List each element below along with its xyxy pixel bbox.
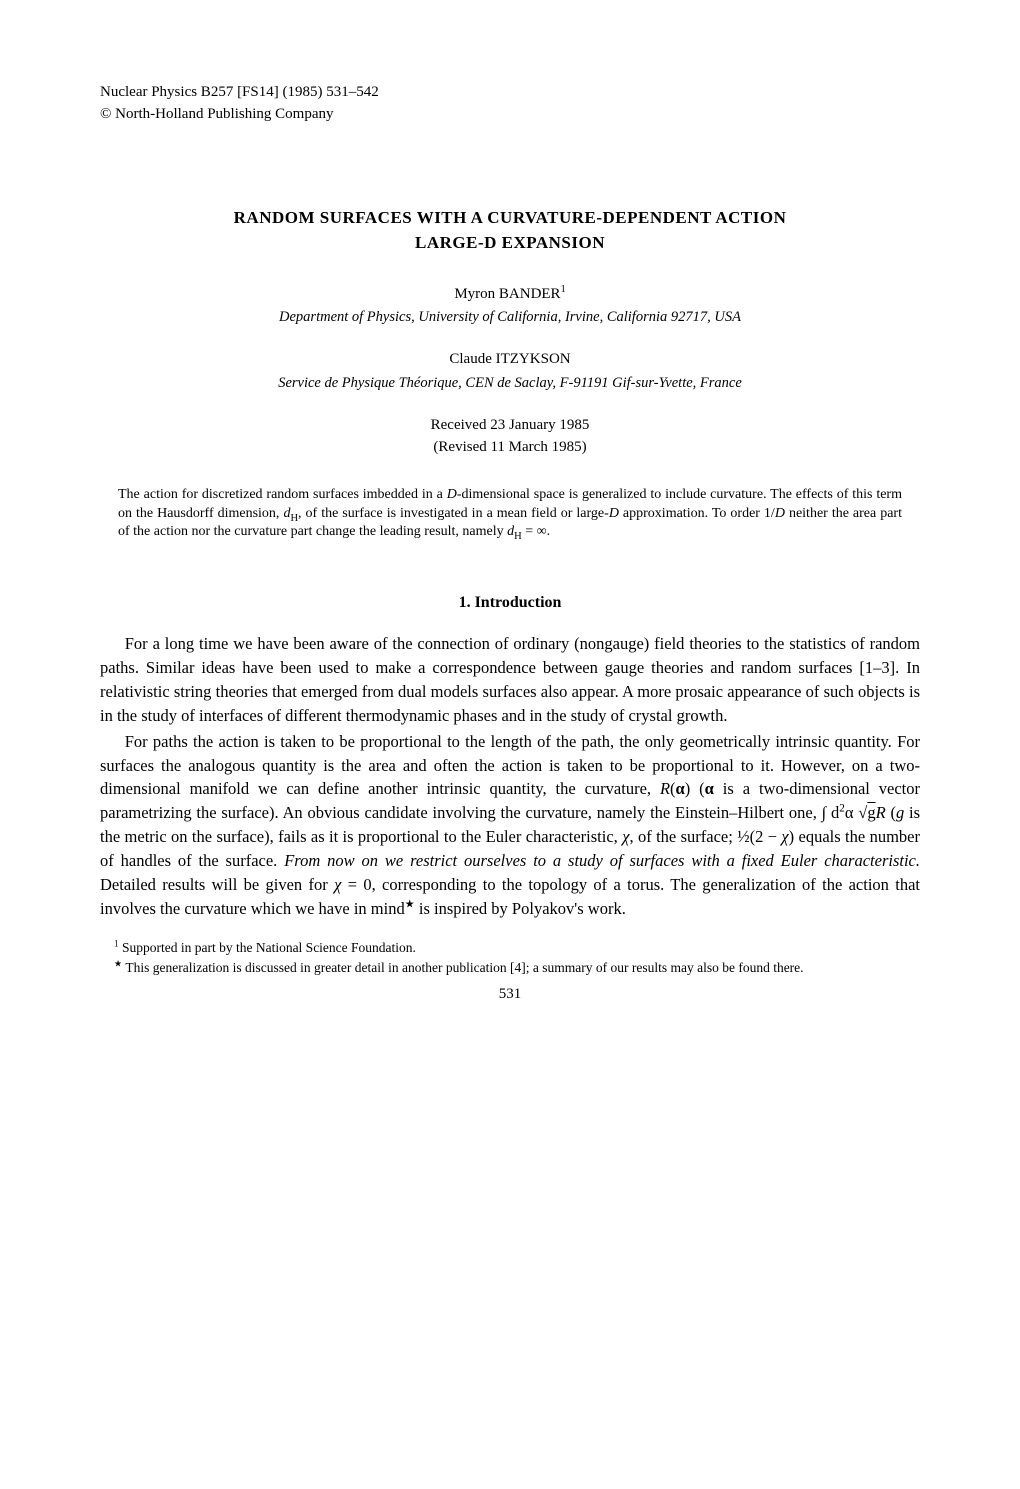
abstract: The action for discretized random surfac…	[118, 486, 902, 543]
footnotes: 1 Supported in part by the National Scie…	[100, 939, 920, 976]
journal-citation: Nuclear Physics B257 [FS14] (1985) 531–5…	[100, 82, 920, 102]
received-date: Received 23 January 1985	[100, 415, 920, 435]
footnote-1: 1 Supported in part by the National Scie…	[114, 939, 920, 957]
paper-title: RANDOM SURFACES WITH A CURVATURE-DEPENDE…	[100, 205, 920, 256]
footnote-2: ★ This generalization is discussed in gr…	[114, 959, 920, 977]
section-heading: 1. Introduction	[100, 592, 920, 614]
title-line-2: LARGE-D EXPANSION	[100, 230, 920, 256]
affiliation-1: Department of Physics, University of Cal…	[100, 308, 920, 328]
title-line-1: RANDOM SURFACES WITH A CURVATURE-DEPENDE…	[100, 205, 920, 231]
dates-block: Received 23 January 1985 (Revised 11 Mar…	[100, 415, 920, 458]
body-paragraph-1: For a long time we have been aware of th…	[100, 632, 920, 728]
journal-copyright: © North-Holland Publishing Company	[100, 104, 920, 124]
author-name-1: Myron BANDER1	[100, 284, 920, 304]
affiliation-2: Service de Physique Théorique, CEN de Sa…	[100, 374, 920, 394]
author-block-2: Claude ITZYKSON Service de Physique Théo…	[100, 349, 920, 393]
journal-header: Nuclear Physics B257 [FS14] (1985) 531–5…	[100, 82, 920, 125]
page-number: 531	[100, 984, 920, 1004]
author-block-1: Myron BANDER1 Department of Physics, Uni…	[100, 284, 920, 328]
revised-date: (Revised 11 March 1985)	[100, 437, 920, 457]
body-paragraph-2: For paths the action is taken to be prop…	[100, 730, 920, 921]
author-name-2: Claude ITZYKSON	[100, 349, 920, 369]
